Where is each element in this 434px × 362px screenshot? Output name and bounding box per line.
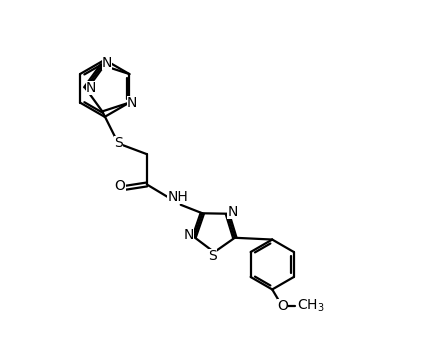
Text: N: N — [86, 81, 96, 95]
Text: N: N — [184, 228, 194, 242]
Text: NH: NH — [168, 190, 188, 204]
Text: N: N — [127, 96, 138, 110]
Text: S: S — [114, 136, 123, 151]
Text: N: N — [227, 205, 238, 219]
Text: S: S — [208, 249, 217, 264]
Text: O: O — [277, 299, 288, 313]
Text: CH$_3$: CH$_3$ — [297, 298, 325, 315]
Text: O: O — [115, 179, 125, 193]
Text: N: N — [102, 56, 112, 71]
